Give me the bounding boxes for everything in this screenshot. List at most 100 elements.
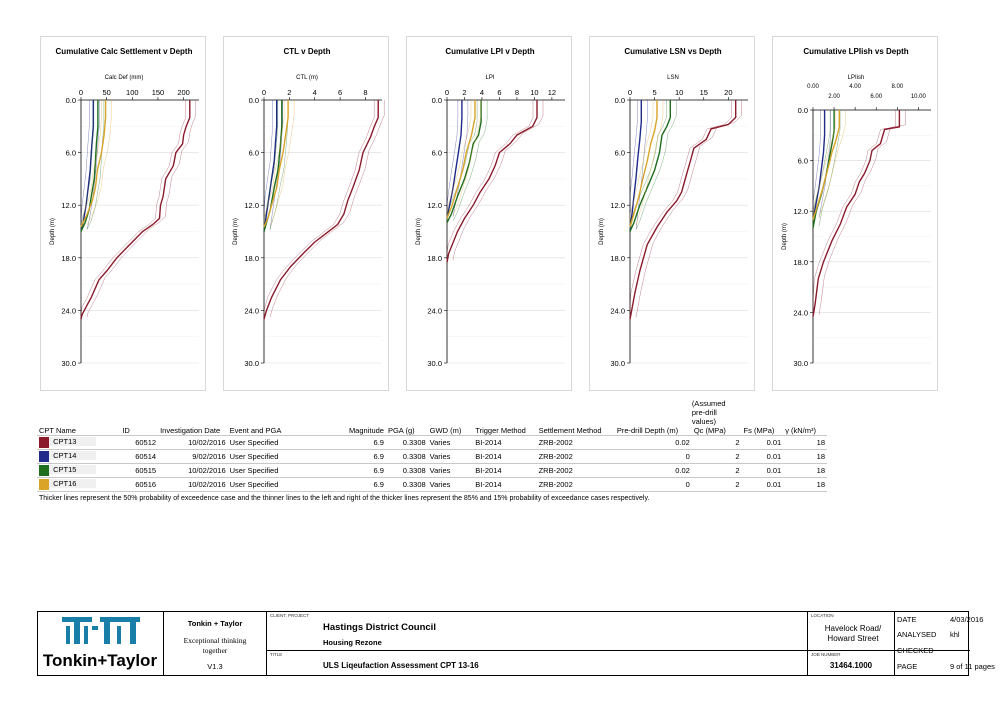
y-axis-label: Depth (m) xyxy=(50,218,56,245)
legend-cell-gamma: 18 xyxy=(783,463,827,478)
legend-header-qc-note: (Assumed pre-drill values) xyxy=(691,399,726,426)
legend-cell-fs: 0.01 xyxy=(741,449,784,464)
y-tick-label: 12.0 xyxy=(427,201,442,210)
company-name: Tonkin + Taylor xyxy=(187,619,243,628)
legend-note: Thicker lines represent the 50% probabil… xyxy=(37,491,827,502)
legend-cell-name: CPT14 xyxy=(37,449,121,464)
series-line-cpt14 xyxy=(446,100,463,219)
y-tick-label: 0.0 xyxy=(615,96,625,105)
legend-cell-trigger: BI-2014 xyxy=(473,449,537,464)
legend-body: CPT13 60512 10/02/2016 User Specified 6.9 0.3… xyxy=(37,435,827,491)
legend-cell-id: 60514 xyxy=(120,449,159,464)
legend-cell-date: 10/02/2016 xyxy=(158,435,228,450)
x-axis-label: CTL (m) xyxy=(296,75,318,81)
chart-panel-lpiish: Cumulative LPIish vs Depth LPIish 0.0 6.0 12… xyxy=(772,36,938,391)
legend-row: CPT15 60515 10/02/2016 User Specified 6.9 0.3… xyxy=(37,463,827,478)
series-line-cpt13 xyxy=(629,100,737,320)
y-tick-label: 12.0 xyxy=(610,201,625,210)
y-tick-label: 6.0 xyxy=(798,157,808,166)
legend-cell-qc: 2 xyxy=(691,463,742,478)
series-line-cpt13 xyxy=(80,100,191,320)
legend-swatch xyxy=(39,451,49,462)
legend-cell-predrill: 0.02 xyxy=(614,463,692,478)
series-bound-line xyxy=(446,100,472,219)
legend-swatch xyxy=(39,437,49,448)
legend-cell-name: CPT16 xyxy=(37,477,121,491)
series-bound-line xyxy=(818,110,906,315)
page-label: PAGE xyxy=(897,662,918,671)
x-axis-label: LPIish xyxy=(848,75,865,81)
series-line-cpt16 xyxy=(629,100,658,228)
series-bound-line xyxy=(80,100,102,228)
series-bound-line xyxy=(269,100,295,226)
y-tick-label: 30.0 xyxy=(610,359,625,368)
legend-cell-fs: 0.01 xyxy=(741,463,784,478)
y-tick-label: 0.0 xyxy=(66,96,76,105)
chart-svg: Cumulative LSN vs Depth LSN 0.0 6.0 12.0 18.0… xyxy=(599,47,748,368)
title-area: TITLE ULS Liqeufaction Assessment CPT 13… xyxy=(267,651,807,675)
series-bound-line xyxy=(86,100,197,318)
chart-svg: CTL v Depth CTL (m) 0.0 6.0 12.0 18.0 24.0 30.0… xyxy=(233,47,385,368)
series-line-cpt15 xyxy=(446,100,482,224)
series-line-cpt14 xyxy=(80,100,94,232)
legend-cell-event: User Specified xyxy=(227,477,341,491)
legend-table: CPT Name ID Investigation Date Event and… xyxy=(37,399,827,502)
meta-area: DATE 4/03/2016 ANALYSED khl CHECKED PAGE… xyxy=(895,612,995,675)
y-tick-label: 24.0 xyxy=(244,306,259,315)
chart-title: Cumulative LSN vs Depth xyxy=(624,47,721,56)
y-tick-label: 24.0 xyxy=(793,308,808,317)
series-bound-line xyxy=(818,110,841,227)
y-tick-label: 24.0 xyxy=(61,306,76,315)
legend-cell-gwd: Varies xyxy=(427,449,474,464)
logo-area: Tonkin+Taylor xyxy=(38,612,163,675)
y-tick-label: 6.0 xyxy=(615,149,625,158)
chart-title: Cumulative LPIish vs Depth xyxy=(803,47,908,56)
version-label: V1.3 xyxy=(207,662,223,671)
legend-header-predrill: Pre-drill Depth (m) xyxy=(616,426,679,435)
y-axis-label: Depth (m) xyxy=(782,223,788,250)
legend-series-name: CPT16 xyxy=(49,479,97,489)
legend-row: CPT13 60512 10/02/2016 User Specified 6.9 0.3… xyxy=(37,435,827,450)
x-tick-label: 15 xyxy=(700,88,708,97)
legend-header-qc-label: Qc (MPa) xyxy=(693,426,726,435)
y-axis-label: Depth (m) xyxy=(416,218,422,245)
x-tick-label: 8.00 xyxy=(891,84,903,90)
legend-header-gamma: γ (kN/m³) xyxy=(785,426,817,435)
x-tick-label: 10.00 xyxy=(911,94,927,100)
series-bound-line xyxy=(452,100,488,221)
legend-cell-event: User Specified xyxy=(227,435,341,450)
x-tick-label: 50 xyxy=(102,88,110,97)
client-label: CLIENT, PROJECT xyxy=(270,613,310,618)
series-bound-line xyxy=(452,100,482,217)
location-value: Havelock Road/ Howard Street xyxy=(824,624,882,643)
y-tick-label: 30.0 xyxy=(427,359,442,368)
company-area: Tonkin + Taylor Exceptional thinking tog… xyxy=(164,612,266,675)
y-tick-label: 18.0 xyxy=(610,254,625,263)
legend-cell-trigger: BI-2014 xyxy=(473,463,537,478)
series-bound-line xyxy=(629,100,638,232)
chart-title: Cumulative LPI v Depth xyxy=(445,47,534,56)
legend-cell-gamma: 18 xyxy=(783,449,827,464)
legend-cell-gwd: Varies xyxy=(427,435,474,450)
x-tick-label: 0.00 xyxy=(807,84,819,90)
legend-cell-pga: 0.3308 xyxy=(385,477,428,491)
series-bound-line xyxy=(812,110,821,220)
series-line-cpt15 xyxy=(629,100,671,232)
legend-row: CPT14 60514 9/02/2016 User Specified 6.9 0.33… xyxy=(37,449,827,464)
legend-cell-id: 60512 xyxy=(120,435,159,450)
legend-cell-gwd: Varies xyxy=(427,477,474,491)
series-bound-line xyxy=(86,100,112,226)
legend-series-name: CPT14 xyxy=(49,451,97,461)
x-axis-label: LPI xyxy=(485,75,494,81)
legend-header-date: Investigation Date xyxy=(160,426,221,435)
y-tick-label: 12.0 xyxy=(244,201,259,210)
legend-cell-magnitude: 6.9 xyxy=(340,477,386,491)
series-bound-line xyxy=(86,100,100,230)
legend-cell-qc: 2 xyxy=(691,435,742,450)
series-line-cpt13 xyxy=(812,110,901,317)
x-tick-label: 4.00 xyxy=(849,84,861,90)
y-axis-label: Depth (m) xyxy=(599,218,605,245)
series-bound-line xyxy=(446,100,459,219)
y-tick-label: 24.0 xyxy=(610,306,625,315)
x-tick-label: 6 xyxy=(497,88,501,97)
